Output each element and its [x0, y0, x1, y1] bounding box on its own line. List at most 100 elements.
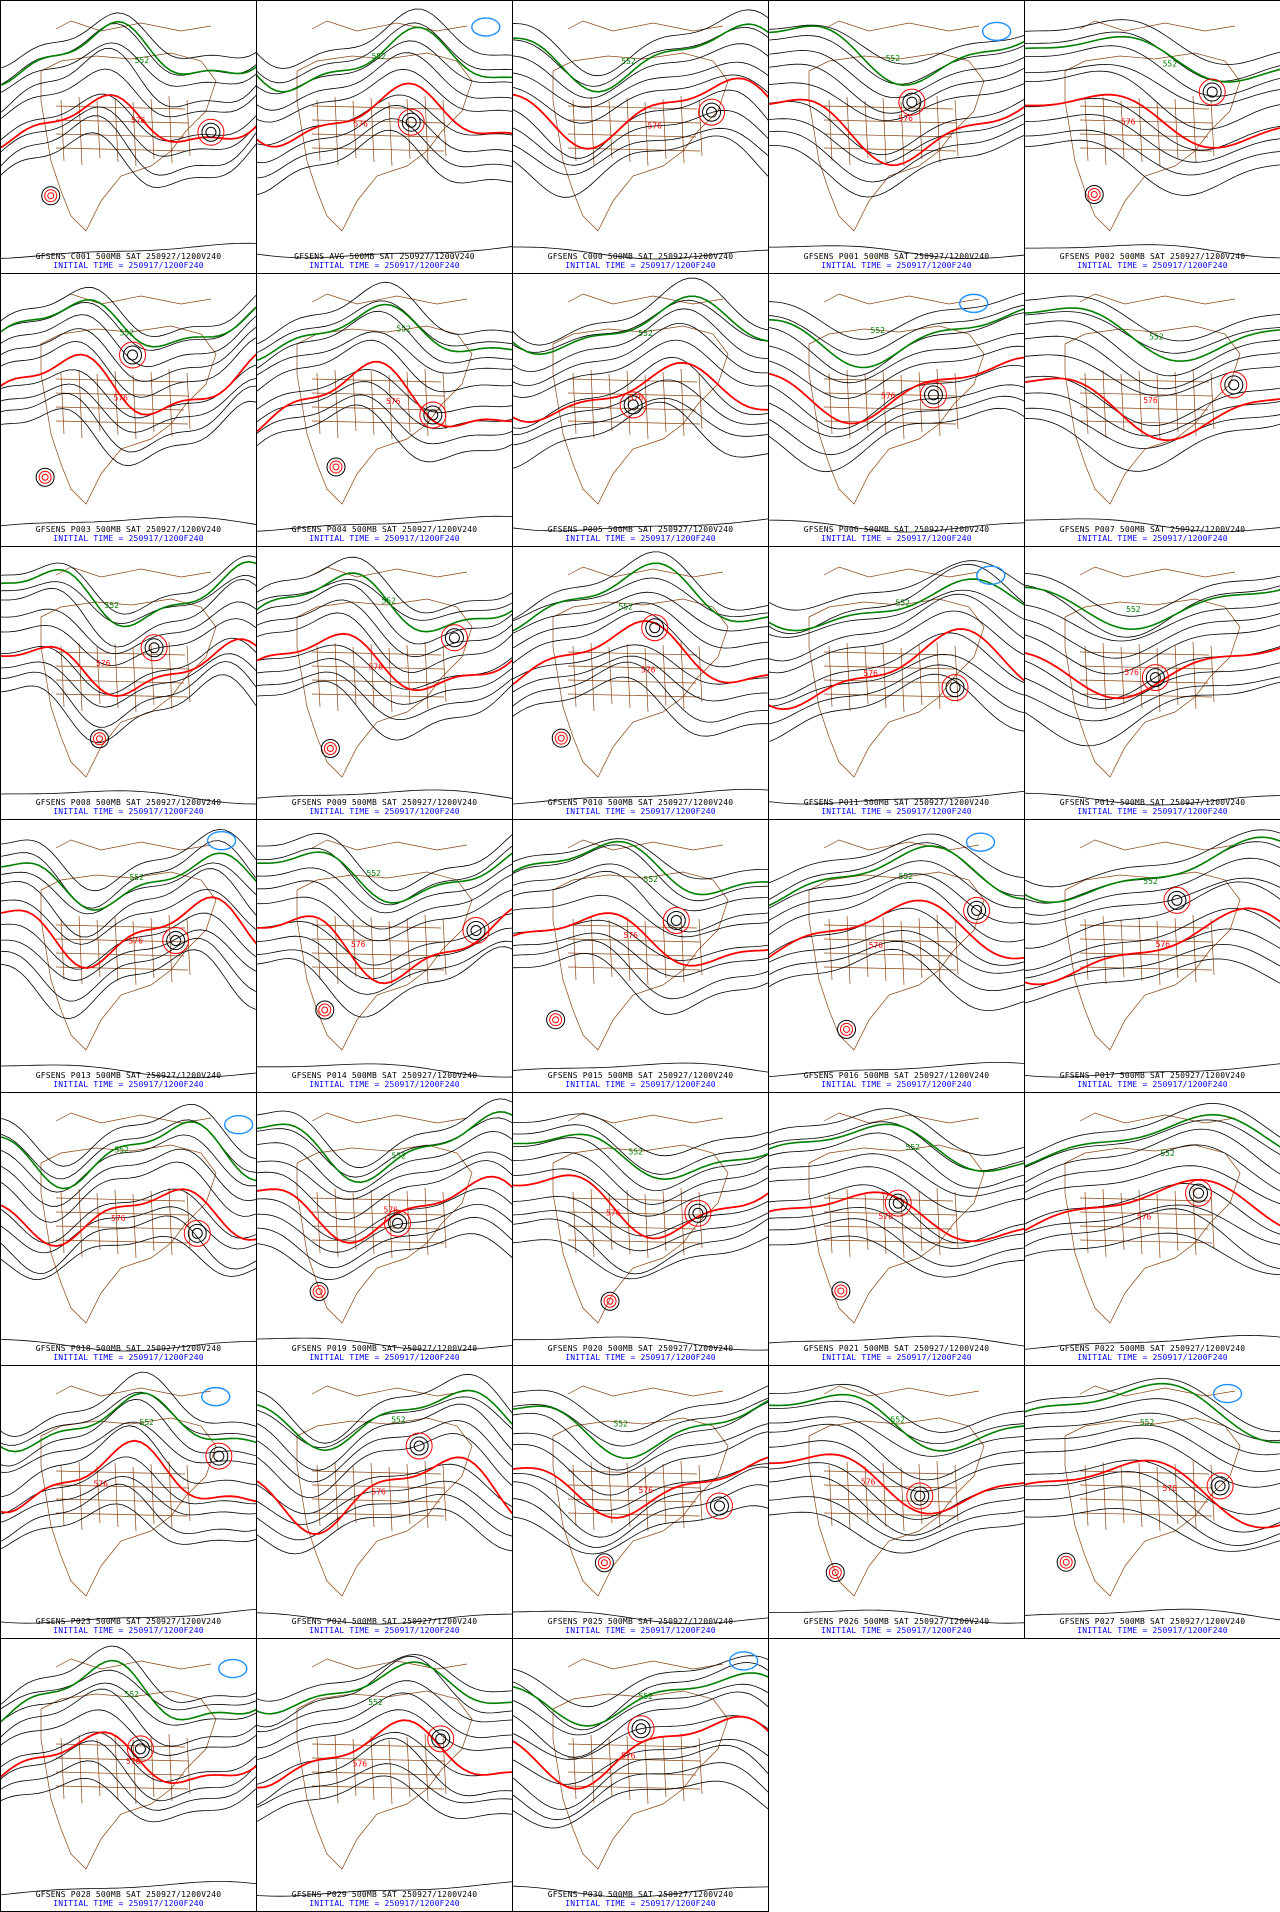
contour-line: [1, 132, 256, 188]
contour-label: 576: [384, 1205, 399, 1214]
low-center-circle: [1141, 664, 1169, 692]
contour-line: [769, 384, 1024, 438]
map-border: [552, 20, 729, 232]
map-panel: 552 576 GFSENS P026 500MB SAT 250927/1200V…: [768, 1365, 1025, 1639]
contour-line: [1, 618, 256, 667]
contour-line: [513, 246, 768, 260]
contour-line: [769, 632, 1024, 700]
contour-line-576: [1025, 907, 1280, 986]
contour-line: [257, 1151, 512, 1200]
contour-line: [1, 326, 256, 382]
contour-label: 552: [1149, 333, 1164, 342]
map-panel: 552 576 GFSENS P019 500MB SAT 250927/1200V…: [256, 1092, 513, 1366]
contour-line: [513, 870, 768, 933]
contour-line: [769, 1511, 1024, 1554]
panel-title: GFSENS P018 500MB SAT 250927/1200V240: [35, 1344, 222, 1353]
contour-line: [769, 1121, 1024, 1172]
contour-line: [1, 1103, 256, 1167]
height-map: 552 576: [1, 555, 256, 805]
contour-label: 552: [1140, 1418, 1155, 1427]
low-center-circle: [320, 738, 340, 758]
height-map: 552 576: [257, 1098, 512, 1352]
contour-line-576: [513, 912, 768, 967]
contour-line: [513, 1683, 768, 1736]
contour-line: [1, 578, 256, 648]
height-map: 552 576: [257, 556, 512, 799]
map-panel: 552 576 GFSENS P028 500MB SAT 250927/1200V…: [0, 1638, 257, 1912]
low-center-circle: [384, 1209, 412, 1237]
height-map: 552 576: [1, 1103, 256, 1352]
contour-line: [257, 578, 512, 621]
contour-line: [1025, 31, 1280, 82]
map-panel: 552 576 GFSENS P004 500MB SAT 250927/1200V…: [256, 273, 513, 547]
contour-line-552: [257, 1110, 512, 1184]
contour-line: [513, 788, 768, 805]
contour-line-552: [1025, 1113, 1280, 1167]
low-center-circle: [440, 624, 468, 652]
contour-line: [257, 1881, 512, 1897]
contour-line: [1, 1371, 256, 1438]
contour-line-528: [965, 832, 996, 852]
map-panel: 552 576 GFSENS P014 500MB SAT 250927/1200V…: [256, 819, 513, 1093]
contour-line: [513, 644, 768, 685]
contour-line: [1025, 320, 1280, 377]
contour-line: [1, 1215, 256, 1275]
map-panel: 552 576 GFSENS P022 500MB SAT 250927/1200V…: [1024, 1092, 1280, 1366]
map-border: [40, 20, 217, 232]
low-center-circle: [140, 634, 168, 662]
map-border: [296, 1658, 473, 1870]
contour-line: [1025, 792, 1280, 806]
contour-label: 552: [906, 1143, 921, 1152]
contour-line-576: [257, 1456, 512, 1535]
contour-line: [769, 589, 1024, 638]
contour-line: [769, 833, 1024, 884]
panel-initial-time: INITIAL TIME = 250917/1200F240: [1077, 1080, 1228, 1089]
low-center-circle: [419, 401, 447, 429]
contour-line: [1, 1608, 256, 1624]
contour-line: [1, 106, 256, 157]
map-panel: 552 576 GFSENS P001 500MB SAT 250927/1200V…: [768, 0, 1025, 274]
contour-line: [513, 135, 768, 198]
contour-line: [257, 680, 512, 741]
panel-title: GFSENS AVG 500MB SAT 250927/1200V240: [294, 252, 475, 261]
contour-line: [1025, 1398, 1280, 1442]
map-border: [552, 566, 729, 778]
contour-line: [1, 1740, 256, 1802]
contour-line-552: [513, 23, 768, 93]
contour-line: [1, 1421, 256, 1473]
contour-line: [1, 1688, 256, 1747]
contour-line: [769, 1153, 1024, 1197]
low-center-circle: [183, 1219, 211, 1247]
contour-line: [257, 599, 512, 658]
contour-line: [513, 894, 768, 938]
contour-line: [1, 1188, 256, 1244]
contour-line: [1, 1475, 256, 1523]
panel-initial-time: INITIAL TIME = 250917/1200F240: [821, 807, 972, 816]
contour-line: [1025, 417, 1280, 472]
contour-label: 576: [647, 122, 662, 131]
contour-line: [1025, 1608, 1280, 1621]
contour-line-552: [1, 1121, 256, 1190]
contour-line: [1025, 1102, 1280, 1158]
low-center-circle: [397, 108, 425, 136]
contour-line: [513, 1195, 768, 1237]
panel-initial-time: INITIAL TIME = 250917/1200F240: [53, 807, 204, 816]
contour-line: [1025, 19, 1280, 65]
panel-title: GFSENS P025 500MB SAT 250927/1200V240: [547, 1617, 734, 1626]
height-map: 552 576: [1025, 1378, 1280, 1621]
contour-line-552: [1, 20, 256, 86]
contour-label: 576: [899, 114, 914, 123]
contour-label: 576: [111, 1214, 126, 1223]
contour-line: [513, 932, 768, 977]
contour-line: [257, 1419, 512, 1483]
contour-line: [513, 397, 768, 446]
contour-line: [257, 104, 512, 164]
map-border: [552, 293, 729, 505]
height-map: 552 576: [1025, 829, 1280, 1078]
contour-label: 552: [639, 1692, 654, 1701]
contour-label: 576: [624, 931, 639, 940]
contour-line: [1, 23, 256, 85]
contour-line: [769, 345, 1024, 400]
contour-line: [513, 401, 768, 469]
contour-label: 576: [94, 1479, 109, 1488]
